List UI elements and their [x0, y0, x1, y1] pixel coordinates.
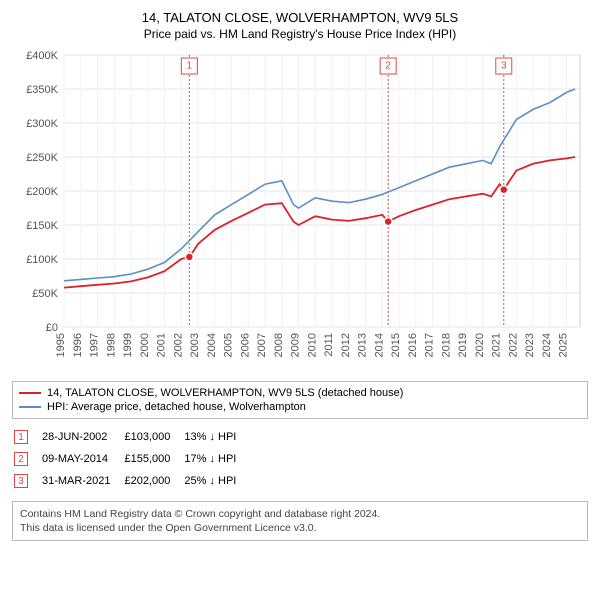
event-delta: 17% ↓ HPI	[184, 449, 248, 469]
svg-text:2000: 2000	[139, 333, 151, 357]
svg-text:2013: 2013	[357, 333, 369, 357]
event-date: 31-MAR-2021	[42, 471, 122, 491]
table-row: 1 28-JUN-2002£103,00013% ↓ HPI	[14, 427, 248, 447]
legend-swatch	[19, 392, 41, 394]
svg-text:2012: 2012	[340, 333, 352, 357]
svg-text:2006: 2006	[239, 333, 251, 357]
svg-text:2018: 2018	[440, 333, 452, 357]
event-price: £103,000	[124, 427, 182, 447]
legend-row: 14, TALATON CLOSE, WOLVERHAMPTON, WV9 5L…	[19, 386, 581, 400]
svg-text:2014: 2014	[373, 333, 385, 357]
legend-label: HPI: Average price, detached house, Wolv…	[47, 401, 306, 413]
svg-text:2003: 2003	[189, 333, 201, 357]
svg-text:2007: 2007	[256, 333, 268, 357]
svg-text:1999: 1999	[122, 333, 134, 357]
svg-text:2005: 2005	[223, 333, 235, 357]
legend: 14, TALATON CLOSE, WOLVERHAMPTON, WV9 5L…	[12, 381, 588, 419]
svg-text:2023: 2023	[524, 333, 536, 357]
svg-text:1995: 1995	[55, 333, 67, 357]
svg-text:£100K: £100K	[26, 254, 58, 266]
events-table: 1 28-JUN-2002£103,00013% ↓ HPI 2 09-MAY-201…	[12, 425, 250, 493]
svg-text:2025: 2025	[558, 333, 570, 357]
svg-text:2019: 2019	[457, 333, 469, 357]
svg-text:£400K: £400K	[26, 50, 58, 62]
svg-text:2010: 2010	[306, 333, 318, 357]
chart-title: 14, TALATON CLOSE, WOLVERHAMPTON, WV9 5L…	[12, 10, 588, 25]
svg-text:£300K: £300K	[26, 118, 58, 130]
event-number-badge: 2	[14, 452, 28, 466]
svg-text:£0: £0	[46, 322, 58, 334]
attribution-box: Contains HM Land Registry data © Crown c…	[12, 501, 588, 541]
svg-text:1997: 1997	[89, 333, 101, 357]
svg-text:2020: 2020	[474, 333, 486, 357]
svg-text:2008: 2008	[273, 333, 285, 357]
event-date: 09-MAY-2014	[42, 449, 122, 469]
table-row: 2 09-MAY-2014£155,00017% ↓ HPI	[14, 449, 248, 469]
svg-text:2002: 2002	[172, 333, 184, 357]
svg-text:2015: 2015	[390, 333, 402, 357]
svg-text:£350K: £350K	[26, 84, 58, 96]
svg-text:2011: 2011	[323, 333, 335, 357]
svg-text:2024: 2024	[541, 333, 553, 357]
svg-text:2016: 2016	[407, 333, 419, 357]
svg-text:£250K: £250K	[26, 152, 58, 164]
svg-text:2022: 2022	[507, 333, 519, 357]
event-price: £155,000	[124, 449, 182, 469]
svg-text:£50K: £50K	[32, 288, 58, 300]
attribution-line-2: This data is licensed under the Open Gov…	[20, 521, 580, 535]
attribution-line-1: Contains HM Land Registry data © Crown c…	[20, 507, 580, 521]
svg-text:1: 1	[187, 61, 193, 72]
svg-text:£150K: £150K	[26, 220, 58, 232]
chart-container: £0 £50K £100K £150K £200K £250K £300K £350K £400…	[12, 47, 588, 377]
line-chart: £0 £50K £100K £150K £200K £250K £300K £350K £400…	[12, 47, 588, 377]
svg-text:3: 3	[501, 61, 507, 72]
svg-text:1996: 1996	[72, 333, 84, 357]
svg-text:2: 2	[385, 61, 391, 72]
event-price: £202,000	[124, 471, 182, 491]
svg-text:2009: 2009	[290, 333, 302, 357]
legend-row: HPI: Average price, detached house, Wolv…	[19, 400, 581, 414]
event-delta: 13% ↓ HPI	[184, 427, 248, 447]
event-date: 28-JUN-2002	[42, 427, 122, 447]
event-number-badge: 1	[14, 430, 28, 444]
svg-text:2001: 2001	[156, 333, 168, 357]
event-delta: 25% ↓ HPI	[184, 471, 248, 491]
event-number-badge: 3	[14, 474, 28, 488]
svg-text:2004: 2004	[206, 333, 218, 357]
svg-text:2017: 2017	[424, 333, 436, 357]
legend-label: 14, TALATON CLOSE, WOLVERHAMPTON, WV9 5L…	[47, 387, 403, 399]
svg-text:1998: 1998	[105, 333, 117, 357]
chart-subtitle: Price paid vs. HM Land Registry's House …	[12, 27, 588, 41]
svg-text:2021: 2021	[491, 333, 503, 357]
svg-text:£200K: £200K	[26, 186, 58, 198]
table-row: 3 31-MAR-2021£202,00025% ↓ HPI	[14, 471, 248, 491]
legend-swatch	[19, 406, 41, 408]
